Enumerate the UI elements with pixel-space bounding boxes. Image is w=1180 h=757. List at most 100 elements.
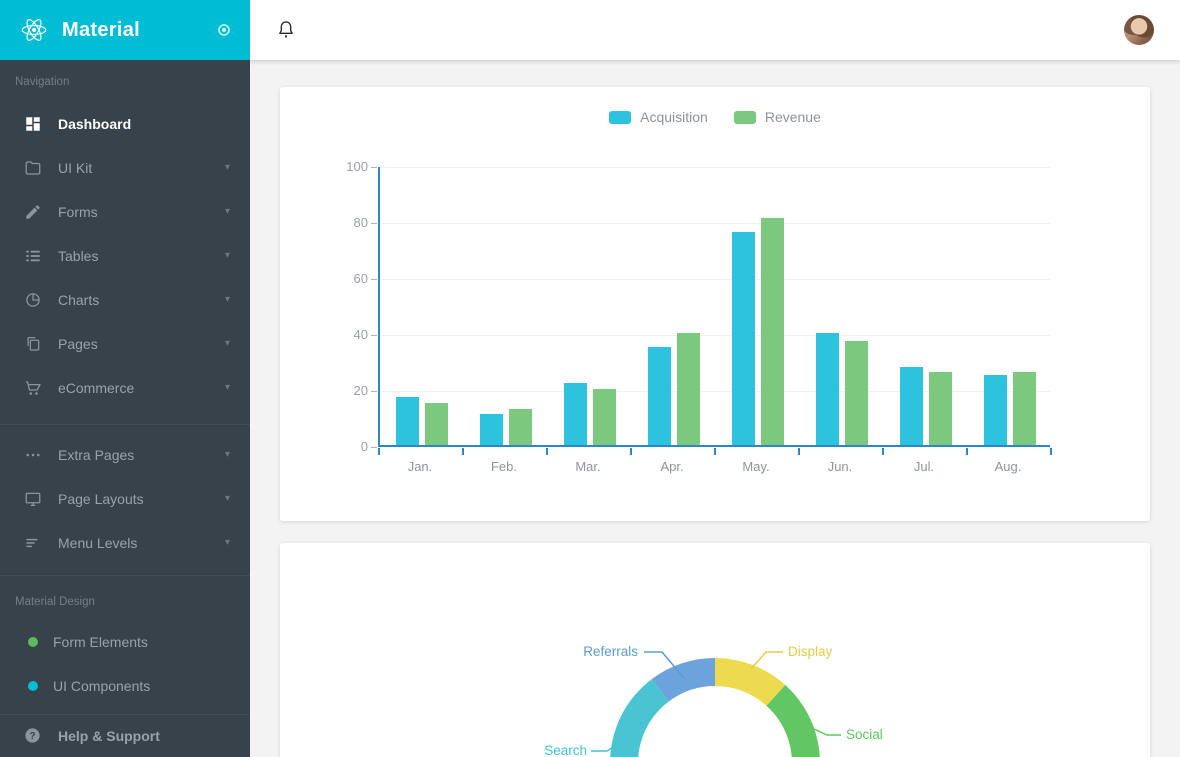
donut-segment-display[interactable]: Display — [715, 658, 786, 706]
record-circle-icon[interactable] — [213, 19, 235, 41]
chart-legend: Acquisition Revenue — [280, 109, 1150, 125]
chevron-down-icon: ▾ — [224, 493, 230, 505]
bar-acquisition-jun — [816, 333, 839, 445]
chevron-down-icon: ▾ — [224, 162, 230, 174]
x-axis-tick — [882, 448, 884, 455]
donut-segment-social[interactable]: Social — [766, 685, 821, 757]
sidebar-item-label: Help & Support — [58, 727, 160, 744]
bell-icon[interactable] — [271, 15, 301, 45]
bar-acquisition-aug — [984, 375, 1007, 445]
bar-revenue-jul — [929, 372, 952, 445]
x-axis-tick — [714, 448, 716, 455]
bar-revenue-apr — [677, 333, 700, 445]
sidebar-item-help-support[interactable]: ? Help & Support — [0, 713, 250, 757]
ellipsis-icon — [23, 445, 43, 465]
monitor-icon — [23, 489, 43, 509]
design-section-label: Material Design — [15, 595, 95, 608]
bar-acquisition-may — [732, 232, 755, 445]
sidebar-item-tables[interactable]: Tables ▾ — [0, 234, 250, 278]
bar-acquisition-jan — [396, 397, 419, 445]
sidebar-item-label: Menu Levels — [58, 534, 138, 551]
grid-line — [380, 167, 1050, 168]
nav-section-label: Navigation — [15, 76, 70, 88]
sidebar-item-forms[interactable]: Forms ▾ — [0, 190, 250, 234]
legend-item-revenue[interactable]: Revenue — [733, 109, 821, 125]
bar-chart-card: Acquisition Revenue 0 20 40 60 80 100 Jan. Feb.… — [280, 87, 1150, 521]
donut-leader-line — [813, 728, 841, 736]
y-axis-tick — [371, 167, 377, 168]
sidebar-item-charts[interactable]: Charts ▾ — [0, 278, 250, 322]
svg-text:?: ? — [29, 731, 35, 742]
status-dot — [28, 636, 38, 647]
user-avatar[interactable] — [1124, 15, 1154, 45]
legend-swatch — [609, 110, 632, 124]
dashboard-icon — [23, 114, 43, 134]
bar-acquisition-apr — [648, 347, 671, 445]
sidebar-item-label: Pages — [58, 335, 98, 352]
chevron-down-icon: ▾ — [224, 537, 230, 549]
grid-line — [380, 391, 1050, 392]
sidebar-item-label: Extra Pages — [58, 446, 135, 463]
x-axis-tick — [630, 448, 632, 455]
y-axis-tick-label: 100 — [346, 159, 368, 174]
donut-leader-line — [591, 743, 619, 752]
chevron-down-icon: ▾ — [224, 338, 230, 350]
x-axis-tick — [378, 448, 380, 455]
bar-acquisition-mar — [564, 383, 587, 445]
sidebar-item-menu-levels[interactable]: Menu Levels ▾ — [0, 521, 250, 565]
sidebar-item-ui-kit[interactable]: UI Kit ▾ — [0, 146, 250, 190]
bar-chart-plot-area — [378, 167, 1050, 447]
sidebar-item-label: Tables — [58, 247, 99, 264]
y-axis-tick — [371, 335, 377, 336]
sidebar-item-dashboard[interactable]: Dashboard — [0, 102, 250, 146]
chevron-down-icon: ▾ — [224, 294, 230, 306]
cart-icon — [23, 378, 43, 398]
donut-segment-search[interactable]: Search — [610, 679, 669, 757]
x-axis-label: May. — [742, 459, 770, 474]
bar-revenue-mar — [593, 389, 616, 445]
bar-acquisition-feb — [480, 414, 503, 445]
sidebar-item-label: eCommerce — [58, 379, 135, 396]
donut-leader-line — [644, 651, 685, 679]
chevron-down-icon: ▾ — [224, 382, 230, 394]
y-axis-tick-label: 80 — [353, 215, 368, 230]
chevron-down-icon: ▾ — [224, 206, 230, 218]
legend-item-acquisition[interactable]: Acquisition — [609, 109, 708, 125]
sidebar-item-page-layouts[interactable]: Page Layouts ▾ — [0, 477, 250, 521]
sidebar-item-ui-components[interactable]: UI Components — [0, 664, 250, 708]
x-axis-tick — [462, 448, 464, 455]
bar-revenue-aug — [1013, 372, 1036, 445]
x-axis-label: Mar. — [575, 459, 601, 474]
donut-segment-referrals[interactable]: Referrals — [651, 658, 715, 702]
sidebar-item-form-elements[interactable]: Form Elements — [0, 620, 250, 664]
brand-title: Material — [62, 18, 140, 41]
nav-group-extra: Extra Pages ▾ Page Layouts ▾ Menu Levels ▾ — [0, 433, 250, 565]
bar-revenue-may — [761, 218, 784, 445]
donut-chart-card: SearchReferralsDisplaySocialSearchReferr… — [280, 543, 1150, 757]
sidebar-item-label: Dashboard — [58, 115, 132, 132]
topbar — [250, 0, 1180, 60]
chevron-down-icon: ▾ — [224, 250, 230, 262]
y-axis-tick — [371, 279, 377, 280]
nav-group-design: Form Elements UI Components — [0, 620, 250, 708]
x-axis-tick — [1050, 448, 1052, 455]
grid-line — [380, 279, 1050, 280]
sidebar: Material Navigation Dashboard UI Kit ▾ Form… — [0, 0, 250, 757]
brand-header: Material — [0, 0, 250, 60]
y-axis-tick — [371, 447, 377, 448]
donut-label-social: Social — [846, 727, 883, 742]
legend-label: Acquisition — [640, 109, 708, 125]
x-axis-label: Jan. — [407, 459, 433, 474]
x-axis-label: Jul. — [913, 459, 935, 474]
sidebar-item-pages[interactable]: Pages ▾ — [0, 322, 250, 366]
sidebar-item-ecommerce[interactable]: eCommerce ▾ — [0, 366, 250, 410]
nav-group-main: Dashboard UI Kit ▾ Forms ▾ Tables ▾ Charts ▾ Page… — [0, 102, 250, 410]
sidebar-item-label: UI Components — [53, 677, 151, 694]
sidebar-item-extra-pages[interactable]: Extra Pages ▾ — [0, 433, 250, 477]
sidebar-divider — [0, 423, 250, 425]
pencil-icon — [23, 202, 43, 222]
y-axis-tick — [371, 223, 377, 224]
x-axis-label: Jun. — [827, 459, 853, 474]
donut-label-display: Display — [788, 644, 833, 659]
